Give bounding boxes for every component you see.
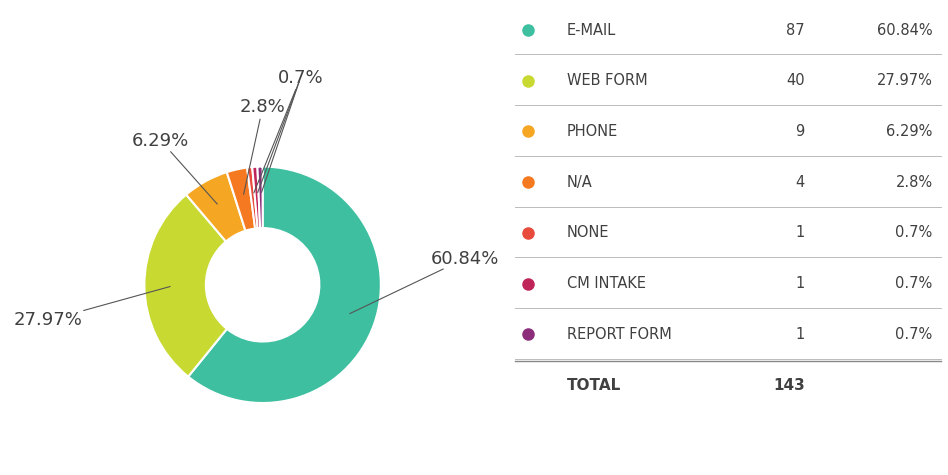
Text: WEB FORM: WEB FORM	[567, 73, 647, 88]
Text: 1: 1	[795, 327, 805, 342]
Circle shape	[206, 228, 319, 342]
Text: 60.84%: 60.84%	[877, 22, 933, 38]
Text: 6.29%: 6.29%	[886, 124, 933, 139]
Wedge shape	[247, 167, 258, 228]
Text: 87: 87	[786, 22, 805, 38]
Text: E-MAIL: E-MAIL	[567, 22, 616, 38]
Text: 2.8%: 2.8%	[896, 175, 933, 190]
Text: NONE: NONE	[567, 226, 609, 240]
Text: 0.7%: 0.7%	[895, 226, 933, 240]
Wedge shape	[227, 168, 255, 231]
Wedge shape	[144, 195, 227, 377]
Text: 1: 1	[795, 276, 805, 291]
Text: TOTAL: TOTAL	[567, 378, 621, 392]
Text: 27.97%: 27.97%	[14, 286, 170, 329]
Wedge shape	[189, 167, 381, 403]
Text: 143: 143	[774, 378, 805, 392]
Wedge shape	[186, 172, 246, 241]
Text: 2.8%: 2.8%	[240, 98, 285, 194]
Text: 0.7%: 0.7%	[895, 327, 933, 342]
Wedge shape	[258, 167, 263, 228]
Text: 0.7%: 0.7%	[254, 69, 323, 193]
Text: 60.84%: 60.84%	[350, 250, 499, 314]
Text: CM INTAKE: CM INTAKE	[567, 276, 646, 291]
Text: 1: 1	[795, 226, 805, 240]
Wedge shape	[252, 167, 260, 228]
Text: PHONE: PHONE	[567, 124, 618, 139]
Text: 6.29%: 6.29%	[132, 132, 217, 204]
Text: N/A: N/A	[567, 175, 592, 190]
Text: 0.7%: 0.7%	[895, 276, 933, 291]
Text: 40: 40	[786, 73, 805, 88]
Text: 4: 4	[795, 175, 805, 190]
Text: 27.97%: 27.97%	[877, 73, 933, 88]
Text: 9: 9	[795, 124, 805, 139]
Text: REPORT FORM: REPORT FORM	[567, 327, 671, 342]
